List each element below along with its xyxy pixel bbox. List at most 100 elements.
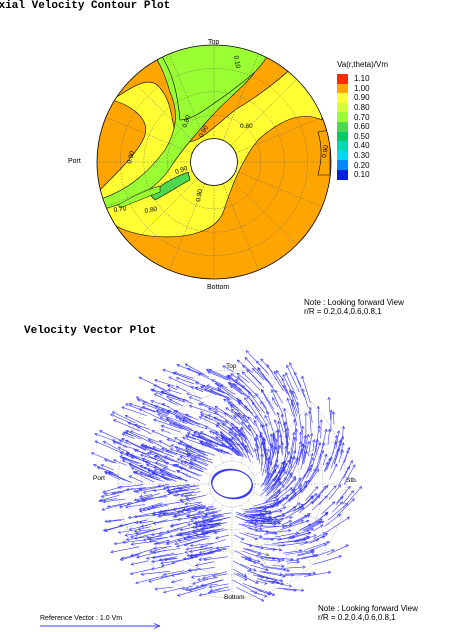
velocity-vector [206,384,219,390]
velocity-vector [183,530,213,540]
velocity-vector [213,528,228,534]
colorbar-legend: 1.10 1.00 0.90 0.80 0.70 0.60 0.50 0.40 0.30 0.20… [337,74,370,180]
velocity-vector-head [288,472,292,476]
velocity-vector-head [162,486,167,490]
velocity-vector-head [181,586,186,590]
velocity-vector [146,535,163,539]
velocity-vector [125,431,142,440]
velocity-vector-head [312,553,316,558]
velocity-vector-head [320,449,325,454]
velocity-vector-head [276,429,281,433]
velocity-vector-head [139,520,143,525]
velocity-vector [122,433,135,439]
colorbar-level-label: 0.10 [354,170,370,180]
velocity-vector [308,466,319,484]
velocity-vector [198,556,212,561]
velocity-vector-head [176,458,181,462]
velocity-vector [285,574,311,576]
velocity-vector-head [142,490,147,494]
velocity-vector [107,471,126,481]
velocity-vector [309,453,313,466]
velocity-vector-head [187,445,192,449]
velocity-vector [256,501,280,509]
velocity-vector-head [213,411,218,415]
velocity-vector [231,448,240,456]
velocity-vector [274,461,284,481]
velocity-vector-head [331,548,335,553]
velocity-vector [340,442,344,455]
velocity-vector-head [160,561,164,565]
velocity-vector-head [253,419,257,424]
velocity-vector [263,532,278,535]
velocity-vector [303,541,330,551]
velocity-vector [241,421,251,432]
velocity-vector [192,510,221,519]
velocity-vector [239,433,251,463]
velocity-vector-head [168,376,172,380]
velocity-vector [209,583,229,588]
velocity-vector [173,491,201,496]
velocity-vector [91,452,117,464]
velocity-vector-head [173,464,178,468]
velocity-vector [135,576,160,584]
velocity-vector-head [313,534,317,538]
velocity-vector [191,523,219,528]
velocity-vector-head [141,498,146,503]
velocity-vector-head [290,557,294,561]
velocity-vector-head [204,425,209,430]
velocity-vector-head [169,448,174,452]
velocity-vector [273,371,288,395]
velocity-vector [163,467,176,473]
velocity-vector [262,424,270,446]
velocity-vector [151,430,176,442]
velocity-vector [210,550,222,553]
velocity-vector [286,455,292,472]
velocity-vector-head [111,411,116,415]
velocity-vector [200,539,226,548]
velocity-vector [126,453,156,467]
velocity-vector-head [173,513,178,518]
vector-stb-label: Stb. [346,477,358,484]
velocity-vector-head [308,410,312,414]
velocity-vector-head [150,388,154,392]
velocity-vector [300,554,319,560]
velocity-vector-head [179,498,183,502]
velocity-vector [197,577,219,581]
velocity-vector [185,494,206,500]
velocity-vector [245,510,268,513]
velocity-vector [250,586,272,594]
velocity-vector [267,580,280,583]
velocity-vector [147,470,172,482]
velocity-vector-head [136,398,141,402]
velocity-vector-head [281,514,286,518]
velocity-vector [270,469,286,490]
velocity-vector [235,515,257,526]
velocity-vector [119,498,148,508]
velocity-vector [99,430,123,442]
velocity-vector [161,425,181,433]
velocity-vector [231,408,247,423]
velocity-vector-head [293,588,297,592]
velocity-vector [327,429,330,445]
velocity-vector [206,508,217,511]
velocity-vector [300,441,310,470]
velocity-vector [148,439,168,450]
velocity-vector [299,534,317,542]
velocity-vector-head [282,506,287,510]
velocity-vector-head [166,540,170,544]
velocity-vector [168,410,198,424]
velocity-vector-head [201,516,206,520]
velocity-vector [209,430,232,441]
velocity-vector [237,429,247,439]
velocity-vector-head [193,521,198,525]
colorbar-level: 0.60 [337,121,370,132]
velocity-vector [118,528,141,533]
velocity-vector [182,420,208,430]
velocity-vector-head [310,452,314,457]
velocity-vector [333,448,340,464]
velocity-vector [110,546,140,553]
velocity-vector-head [260,562,264,567]
velocity-vector [119,455,142,464]
velocity-vector [170,520,194,526]
velocity-vector [150,400,170,408]
